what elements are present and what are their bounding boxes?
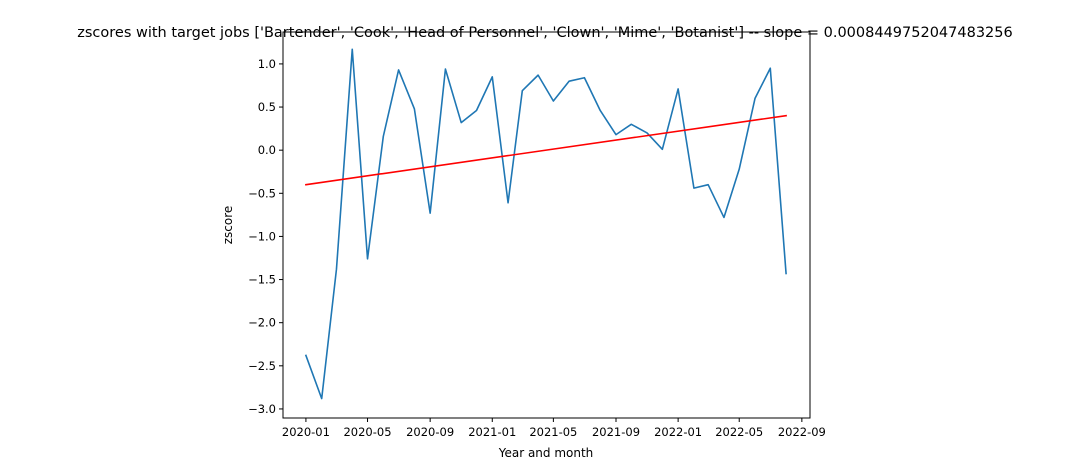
y-tick-label: −3.0 (248, 402, 276, 416)
y-tick-label: 0.5 (258, 100, 276, 114)
y-tick-label: −2.5 (248, 359, 276, 373)
y-tick-label: 1.0 (258, 57, 276, 71)
y-tick-label: −1.0 (248, 229, 276, 243)
x-tick-label: 2021-09 (592, 425, 640, 439)
y-axis-label: zscore (221, 206, 235, 245)
x-axis: 2020-01 2020-05 2020-09 2021-01 2021-05 2021-… (282, 418, 826, 439)
x-axis-label: Year and month (498, 446, 594, 460)
trend-line (305, 114, 787, 186)
x-tick-label: 2022-05 (715, 425, 763, 439)
y-tick-label: −2.0 (248, 316, 276, 330)
x-tick-label: 2022-01 (654, 425, 702, 439)
x-tick-label: 2022-09 (778, 425, 826, 439)
y-tick-label: 0.0 (258, 143, 276, 157)
y-tick-label: −0.5 (248, 186, 276, 200)
series-layer (304, 48, 787, 400)
x-tick-label: 2021-05 (529, 425, 577, 439)
y-tick-label: −1.5 (248, 273, 276, 287)
x-tick-label: 2021-01 (468, 425, 516, 439)
zscore-series-line (304, 48, 787, 400)
plot-area-frame (282, 31, 811, 419)
chart-title: zscores with target jobs ['Bartender', '… (77, 25, 1012, 41)
y-axis: 1.0 0.5 0.0 −0.5 −1.0 −1.5 −2.0 −2.5 −3.0 (248, 57, 283, 416)
x-tick-label: 2020-01 (282, 425, 330, 439)
x-tick-label: 2020-09 (406, 425, 454, 439)
x-tick-label: 2020-05 (343, 425, 391, 439)
